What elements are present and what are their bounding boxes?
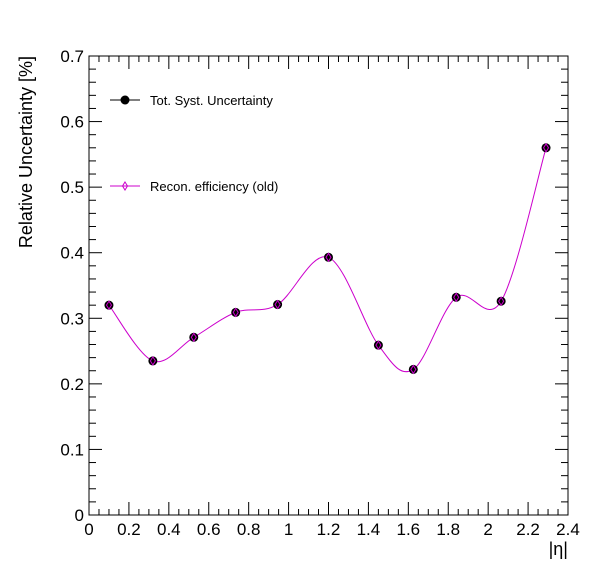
series-curves xyxy=(108,147,547,373)
data-point-recon-efficiency xyxy=(274,299,281,310)
y-tick-label: 0.4 xyxy=(60,244,84,263)
data-point-tot-syst xyxy=(231,307,241,317)
y-tick-label: 0.5 xyxy=(60,178,84,197)
data-point-recon-efficiency xyxy=(105,300,113,311)
y-tick-label: 0.7 xyxy=(60,47,84,66)
data-point-recon-efficiency xyxy=(190,332,197,343)
data-point-tot-syst xyxy=(148,356,158,366)
x-tick-label: 0.6 xyxy=(197,520,221,539)
series-points xyxy=(104,142,551,375)
data-point-recon-efficiency xyxy=(375,340,382,351)
data-point-recon-efficiency xyxy=(232,307,239,318)
x-axis-label: |η| xyxy=(549,539,568,559)
data-point-tot-syst xyxy=(373,340,383,350)
data-point-recon-efficiency xyxy=(453,292,460,303)
x-tick-label: 0.8 xyxy=(237,520,261,539)
legend-marker-recon-eff xyxy=(121,181,129,191)
data-point-recon-efficiency xyxy=(410,364,417,375)
legend-label-tot-syst: Tot. Syst. Uncertainty xyxy=(150,93,273,108)
x-tick-label: 2.2 xyxy=(516,520,540,539)
plot-frame xyxy=(88,55,569,516)
y-tick-labels: 0 0.1 0.2 0.3 0.4 0.5 0.6 0.7 xyxy=(60,47,84,525)
data-point-tot-syst xyxy=(273,300,283,310)
x-tick-labels: 0 0.2 0.4 0.6 0.8 1 1.2 1.4 1.6 1.8 2 2.2 2.4 xyxy=(84,520,580,539)
data-point-tot-syst xyxy=(104,300,114,310)
x-tick-label: 0.2 xyxy=(117,520,141,539)
data-point-recon-efficiency xyxy=(325,252,332,263)
data-point-tot-syst xyxy=(408,364,418,374)
y-tick-label: 0.6 xyxy=(60,113,84,132)
y-tick-label: 0 xyxy=(75,506,84,525)
series-line-recon-efficiency xyxy=(108,147,547,373)
legend-label-recon-eff: Recon. efficiency (old) xyxy=(150,179,278,194)
y-tick-label: 0.1 xyxy=(60,440,84,459)
legend: Tot. Syst. Uncertainty Recon. efficiency… xyxy=(110,93,278,194)
x-tick-label: 1.4 xyxy=(357,520,381,539)
x-tick-label: 2.4 xyxy=(556,520,580,539)
axis-ticks xyxy=(88,55,569,516)
data-point-tot-syst xyxy=(541,143,551,153)
legend-marker-tot-syst xyxy=(120,95,130,105)
y-axis-label: Relative Uncertainty [%] xyxy=(16,56,36,248)
x-tick-label: 2 xyxy=(483,520,492,539)
data-point-tot-syst xyxy=(189,332,199,342)
data-point-recon-efficiency xyxy=(149,355,156,366)
data-point-recon-efficiency xyxy=(542,142,550,153)
data-point-recon-efficiency xyxy=(498,296,505,307)
data-point-tot-syst xyxy=(324,252,333,262)
data-point-tot-syst xyxy=(451,292,461,302)
x-tick-label: 1.8 xyxy=(436,520,460,539)
x-tick-label: 0 xyxy=(84,520,93,539)
y-tick-label: 0.3 xyxy=(60,309,84,328)
x-tick-label: 1.2 xyxy=(317,520,341,539)
x-tick-label: 0.4 xyxy=(157,520,181,539)
y-tick-label: 0.2 xyxy=(60,375,84,394)
x-tick-label: 1 xyxy=(284,520,293,539)
x-tick-label: 1.6 xyxy=(397,520,421,539)
data-point-tot-syst xyxy=(496,296,506,306)
